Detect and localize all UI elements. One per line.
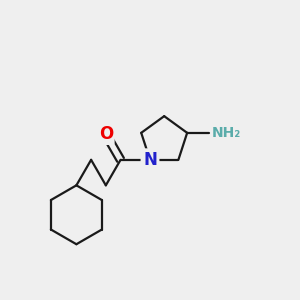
- Text: N: N: [143, 151, 157, 169]
- Text: NH₂: NH₂: [212, 126, 242, 140]
- Text: O: O: [99, 125, 113, 143]
